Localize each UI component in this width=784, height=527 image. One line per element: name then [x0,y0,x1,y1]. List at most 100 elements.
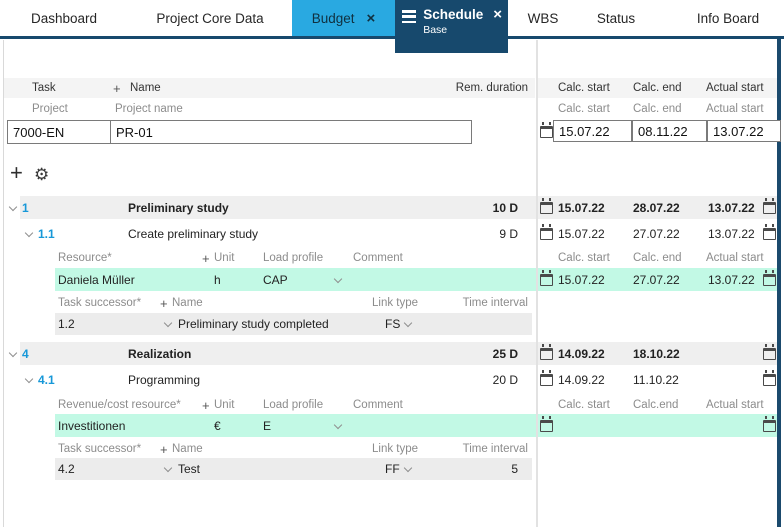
tab-wbs[interactable]: WBS [508,0,578,36]
tab-status[interactable]: Status [578,0,654,36]
close-icon[interactable]: × [493,6,502,23]
calendar-icon[interactable] [763,197,776,214]
pane-divider [536,40,538,527]
actual-start-input[interactable] [708,121,780,141]
calc-start-input[interactable] [554,121,631,141]
add-column-icon[interactable]: + [113,80,121,96]
calendar-icon[interactable] [540,343,553,360]
tab-budget[interactable]: Budget × [292,0,395,36]
link-type-label: Link type [372,443,419,455]
task-name: Preliminary study [128,200,229,215]
menu-icon[interactable] [402,10,417,23]
resource-row: Daniela Müller h CAP 15.07.22 27.07.22 1… [0,268,784,291]
calendar-icon[interactable] [763,369,776,386]
dropdown-chevron-icon[interactable] [333,274,344,285]
calc-start-value: 14.09.22 [558,372,605,387]
task-name: Create preliminary study [128,226,259,241]
gear-icon[interactable]: ⚙ [34,165,50,184]
calendar-icon[interactable] [763,415,776,432]
load-profile-value[interactable]: CAP [263,272,288,287]
close-icon[interactable]: × [366,9,376,27]
successor-task-value[interactable]: 1.2 [58,317,75,331]
calc-start-box [553,120,632,142]
dropdown-chevron-icon[interactable] [403,318,414,329]
time-interval-value: 5 [511,462,518,476]
row-band [538,268,777,291]
header-band-right [538,78,777,98]
successor-name: Preliminary study completed [178,317,329,331]
tab-project-core-data[interactable]: Project Core Data [128,0,292,36]
load-profile-label: Load profile [263,399,324,411]
link-type-value[interactable]: FS [385,317,401,331]
actual-start-value: 13.07.22 [708,226,755,241]
task-successor-label: Task successor* [58,443,142,455]
load-profile-value[interactable]: E [263,418,272,433]
collapse-chevron-icon[interactable] [8,202,19,213]
dropdown-chevron-icon[interactable] [163,463,174,474]
calendar-icon[interactable] [540,269,553,286]
resource-label: Resource* [58,252,112,264]
calc-start-label: Calc. start [558,399,610,411]
dropdown-chevron-icon[interactable] [333,420,344,431]
vertical-scrollbar[interactable] [777,39,781,527]
revenue-resource-label: Revenue/cost resource* [58,399,181,411]
revenue-resource-header-row: Revenue/cost resource* + Unit Load profi… [0,397,784,413]
add-resource-icon[interactable]: + [202,250,210,266]
row-band [20,342,536,365]
tab-dashboard[interactable]: Dashboard [0,0,128,36]
tab-wbs-label: WBS [527,10,559,26]
time-interval-label: Time interval [462,297,528,309]
collapse-chevron-icon[interactable] [8,348,19,359]
dropdown-chevron-icon[interactable] [403,463,414,474]
tab-schedule[interactable]: Schedule × Base [395,0,508,53]
project-id-input[interactable] [8,121,110,143]
resource-unit: € [214,418,221,433]
project-task-label: Project [32,103,68,115]
calc-start-value: 14.09.22 [558,346,605,361]
link-type-value[interactable]: FF [385,462,400,476]
col-name: Name [130,82,161,94]
field-divider [110,121,111,143]
successor-task-value[interactable]: 4.2 [58,462,75,476]
calendar-icon[interactable] [763,343,776,360]
tab-info-board[interactable]: Info Board [672,0,784,36]
add-successor-icon[interactable]: + [160,295,168,311]
project-calc-start-label: Calc. start [558,103,610,115]
project-name-input[interactable] [111,121,468,143]
calc-start-value: 15.07.22 [558,226,605,241]
add-task-icon[interactable]: + [10,160,23,185]
header-band-left [4,78,535,98]
actual-start-label: Actual start [706,399,764,411]
add-resource-icon[interactable]: + [202,397,210,413]
calendar-icon[interactable] [540,223,553,240]
row-band [55,268,536,291]
calendar-icon[interactable] [540,369,553,386]
task-duration: 10 D [492,200,518,215]
row-band [538,414,777,437]
task-number: 4.1 [38,372,55,387]
tabbar-underline [0,36,784,39]
calendar-icon[interactable] [540,122,553,138]
calendar-icon[interactable] [763,269,776,286]
collapse-chevron-icon[interactable] [24,228,35,239]
resource-name: Investitionen [58,418,126,433]
successor-header-row: Task successor* + Name Link type Time in… [0,441,784,457]
calendar-icon[interactable] [540,415,553,432]
project-field-group [7,120,472,144]
successor-name: Test [178,462,201,476]
dropdown-chevron-icon[interactable] [163,318,174,329]
project-name-label: Project name [115,103,183,115]
row-band [538,342,777,365]
calendar-icon[interactable] [763,223,776,240]
tab-schedule-subtitle: Base [423,24,448,36]
add-successor-icon[interactable]: + [160,441,168,457]
resource-name: Daniela Müller [58,272,135,287]
calc-end-value: 11.10.22 [633,372,679,387]
calc-end-input[interactable] [633,121,706,141]
successor-row: 1.2 Preliminary study completed FS [0,313,784,335]
task-number: 1 [22,200,29,215]
calendar-icon[interactable] [540,197,553,214]
collapse-chevron-icon[interactable] [24,374,35,385]
resource-header-row: Resource* + Unit Load profile Comment Ca… [0,250,784,266]
resource-unit: h [214,272,221,287]
